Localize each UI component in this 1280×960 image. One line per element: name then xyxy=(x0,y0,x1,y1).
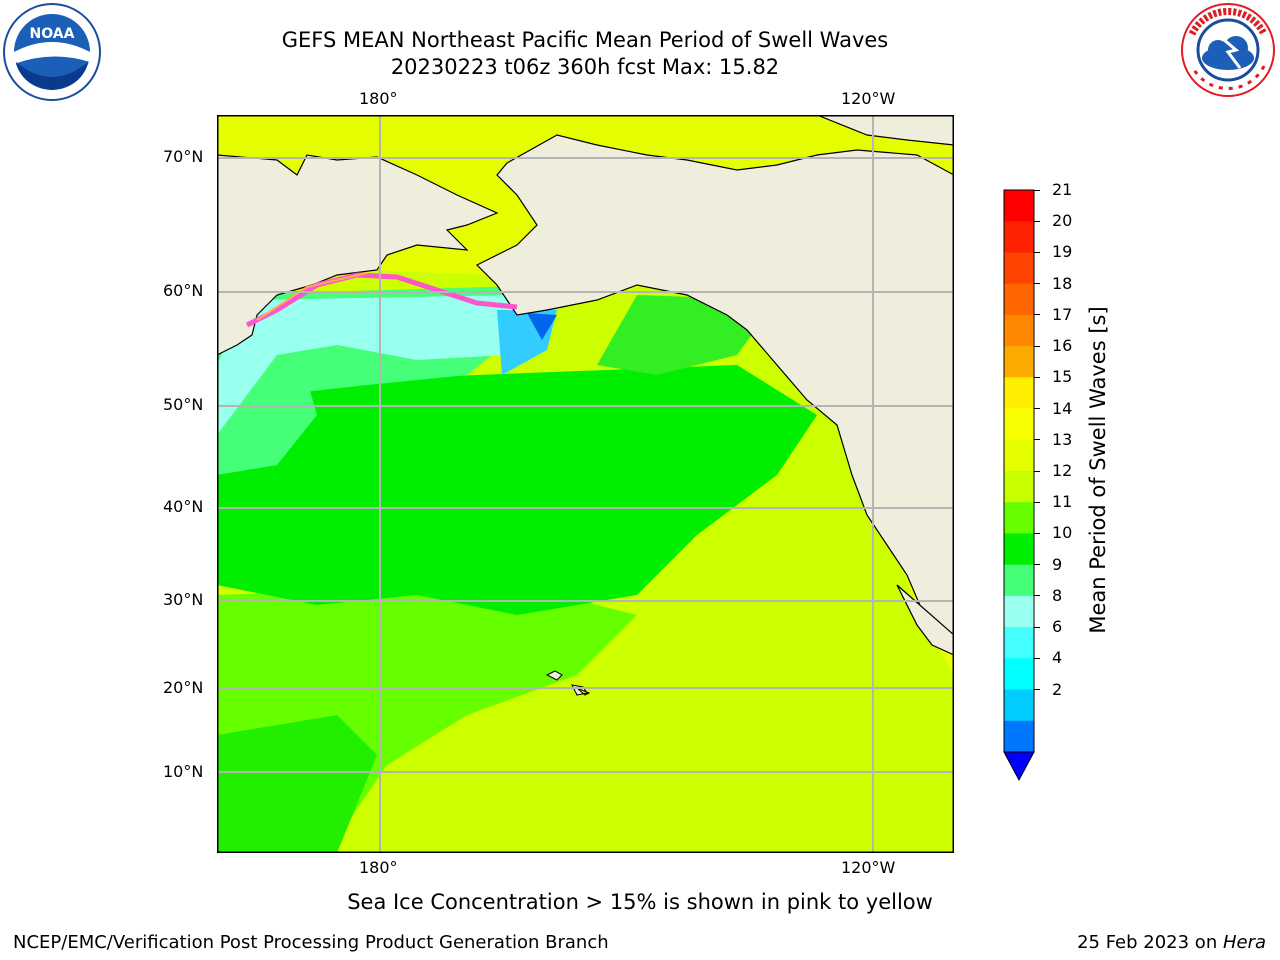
colorbar-band xyxy=(1004,533,1034,566)
lat-tick-40n: 40°N xyxy=(163,497,204,516)
colorbar-tick-mark xyxy=(1034,657,1040,659)
ocean-green-central xyxy=(217,365,817,615)
colorbar-tick-label: 13 xyxy=(1052,429,1073,449)
footer-left: NCEP/EMC/Verification Post Processing Pr… xyxy=(13,932,609,953)
colorbar-tick-mark xyxy=(1034,470,1040,472)
colorbar-tick-label: 14 xyxy=(1052,398,1073,418)
ocean-green-sw2 xyxy=(217,715,377,853)
colorbar-tick-mark xyxy=(1034,314,1040,316)
lon-tick-top-180: 180° xyxy=(359,89,398,108)
colorbar-tick-label: 21 xyxy=(1052,180,1073,199)
nws-logo xyxy=(1178,0,1278,100)
lat-tick-60n: 60°N xyxy=(163,281,204,300)
footer-right: 25 Feb 2023 on Hera xyxy=(1077,932,1266,953)
noaa-logo-text: NOAA xyxy=(30,26,75,42)
lat-tick-30n: 30°N xyxy=(163,590,204,609)
colorbar-tick-mark xyxy=(1034,689,1040,691)
colorbar-tick-label: 4 xyxy=(1052,648,1063,668)
colorbar-band xyxy=(1004,252,1034,285)
lon-tick-top-120w: 120°W xyxy=(841,89,896,108)
land-us-west xyxy=(896,584,954,656)
colorbar-svg xyxy=(1003,189,1035,782)
colorbar-tick-mark xyxy=(1034,501,1040,503)
lat-tick-50n: 50°N xyxy=(163,395,204,414)
colorbar-band xyxy=(1004,471,1034,503)
colorbar-band xyxy=(1004,190,1034,222)
colorbar-tick-mark xyxy=(1034,626,1040,628)
land-arctic-islands xyxy=(816,115,954,146)
footer-date: 25 Feb 2023 on xyxy=(1077,932,1223,953)
colorbar-title: Mean Period of Swell Waves [s] xyxy=(1086,306,1110,634)
colorbar-tick-mark xyxy=(1034,408,1040,410)
colorbar-band xyxy=(1004,283,1034,316)
lon-tick-bottom-120w: 120°W xyxy=(841,858,896,877)
map-title: GEFS MEAN Northeast Pacific Mean Period … xyxy=(281,28,889,52)
land-alaska-canada xyxy=(475,134,954,646)
colorbar-band xyxy=(1004,564,1034,597)
lat-tick-70n: 70°N xyxy=(163,147,204,166)
colorbar-tick-label: 18 xyxy=(1052,273,1073,293)
colorbar-tick-label: 16 xyxy=(1052,336,1073,356)
colorbar-tick-mark xyxy=(1034,376,1040,378)
colorbar-band xyxy=(1004,658,1034,691)
sea-ice-note: Sea Ice Concentration > 15% is shown in … xyxy=(347,890,933,914)
colorbar-tick-label: 8 xyxy=(1052,585,1063,605)
colorbar xyxy=(1000,185,1040,785)
sea-ice-edge-yellow xyxy=(256,272,368,321)
map-canvas xyxy=(217,115,954,853)
colorbar-band xyxy=(1004,627,1034,659)
colorbar-band xyxy=(1004,689,1034,722)
land-hawaii xyxy=(545,670,591,696)
colorbar-tick-mark xyxy=(1034,251,1040,253)
colorbar-tick-mark xyxy=(1034,220,1040,222)
colorbar-band xyxy=(1004,502,1034,534)
colorbar-band xyxy=(1004,221,1034,253)
sea-ice-edge xyxy=(245,272,518,328)
lat-tick-10n: 10°N xyxy=(163,762,204,781)
colorbar-band xyxy=(1004,720,1034,753)
map-subtitle: 20230223 t06z 360h fcst Max: 15.82 xyxy=(390,55,780,79)
colorbar-tick-mark xyxy=(1034,532,1040,534)
colorbar-tick-label: 11 xyxy=(1052,492,1073,512)
lon-tick-bottom-180: 180° xyxy=(359,858,398,877)
noaa-logo: NOAA xyxy=(2,2,102,102)
ocean-cyan xyxy=(217,295,547,435)
colorbar-band xyxy=(1004,439,1034,472)
colorbar-band xyxy=(1004,595,1034,628)
colorbar-tick-label: 15 xyxy=(1052,367,1073,387)
colorbar-tick-mark xyxy=(1034,595,1040,597)
colorbar-tick-mark xyxy=(1034,283,1040,285)
colorbar-extend-triangle xyxy=(1003,751,1035,782)
graticule xyxy=(217,115,954,853)
colorbar-band xyxy=(1004,314,1034,347)
colorbar-tick-label: 6 xyxy=(1052,617,1063,637)
lat-tick-20n: 20°N xyxy=(163,678,204,697)
colorbar-tick-mark xyxy=(1034,439,1040,441)
colorbar-tick-label: 12 xyxy=(1052,461,1073,480)
colorbar-tick-label: 19 xyxy=(1052,242,1073,262)
colorbar-tick-label: 2 xyxy=(1052,679,1063,699)
colorbar-band xyxy=(1004,377,1034,410)
colorbar-tick-label: 10 xyxy=(1052,523,1073,543)
map-frame xyxy=(217,115,954,853)
colorbar-band xyxy=(1004,346,1034,378)
ocean-darkblue xyxy=(527,313,557,340)
colorbar-tick-label: 9 xyxy=(1052,554,1063,574)
colorbar-tick-label: 20 xyxy=(1052,211,1073,231)
colorbar-band xyxy=(1004,408,1034,441)
map-panel xyxy=(217,115,954,853)
colorbar-tick-mark xyxy=(1034,345,1040,347)
colorbar-tick-label: 17 xyxy=(1052,304,1073,324)
footer-machine: Hera xyxy=(1222,932,1266,953)
colorbar-tick-mark xyxy=(1034,189,1040,191)
colorbar-tick-mark xyxy=(1034,564,1040,566)
